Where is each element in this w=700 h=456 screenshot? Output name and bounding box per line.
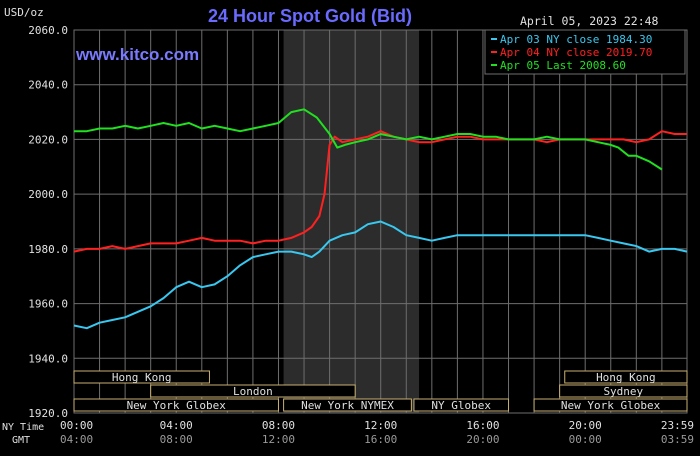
x-tick-label-gmt: 12:00 (262, 433, 295, 446)
chart-title: 24 Hour Spot Gold (Bid) (208, 6, 412, 26)
y-unit-label: USD/oz (4, 6, 44, 19)
gmt-row-label: GMT (12, 435, 30, 446)
x-tick-label-ny: 20:00 (569, 419, 602, 432)
x-tick-label-ny: 23:59 (661, 419, 694, 432)
date-time-stamp: April 05, 2023 22:48 (520, 14, 659, 28)
session-label: Hong Kong (112, 371, 172, 384)
x-tick-label-ny: 04:00 (160, 419, 193, 432)
y-tick-label: 1960.0 (28, 298, 68, 311)
y-tick-label: 1920.0 (28, 407, 68, 420)
x-tick-label-gmt: 08:00 (160, 433, 193, 446)
plot-frame (73, 29, 688, 414)
x-tick-label-gmt: 03:59 (661, 433, 694, 446)
session-bar (413, 398, 510, 412)
x-axis: 00:0004:0004:0008:0008:0012:0012:0016:00… (60, 419, 694, 446)
series-line-apr05 (74, 108, 663, 171)
session-bar (559, 384, 688, 398)
session-label: NY Globex (431, 399, 491, 412)
session-label: New York Globex (127, 399, 227, 412)
x-tick-label-gmt: 16:00 (364, 433, 397, 446)
session-label: Hong Kong (596, 371, 656, 384)
series-line-apr03 (73, 220, 688, 330)
x-tick-label-ny: 08:00 (262, 419, 295, 432)
y-tick-label: 1980.0 (28, 243, 68, 256)
x-tick-label-ny: 16:00 (466, 419, 499, 432)
legend-box (484, 29, 686, 75)
x-tick-label-gmt: 00:00 (569, 433, 602, 446)
y-tick-label: 2000.0 (28, 188, 68, 201)
y-tick-label: 2060.0 (28, 24, 68, 37)
session-bar (283, 398, 412, 412)
session-bar (150, 384, 356, 398)
legend-label-apr03: Apr 03 NY close 1984.30 (500, 33, 652, 46)
session-bar (73, 398, 279, 412)
session-bar (73, 370, 210, 384)
x-tick-label-ny: 00:00 (60, 419, 93, 432)
y-axis: 1920.0 1940.0 1960.0 1980.0 2000.0 2020.0 2040… (28, 24, 68, 420)
session-bar (533, 398, 688, 412)
nymex-session-highlight (283, 30, 420, 413)
kitco-watermark: www.kitco.com (75, 45, 199, 64)
ny-time-row-label: NY Time (2, 422, 44, 433)
session-bar (564, 370, 688, 384)
y-tick-label: 2040.0 (28, 79, 68, 92)
session-label: New York Globex (561, 399, 661, 412)
y-tick-label: 2020.0 (28, 133, 68, 146)
session-label: Sydney (603, 385, 643, 398)
legend: Apr 03 NY close 1984.30 Apr 04 NY close … (484, 29, 686, 75)
session-label: New York NYMEX (301, 399, 394, 412)
x-tick-label-gmt: 20:00 (466, 433, 499, 446)
session-label: London (233, 385, 273, 398)
x-tick-label-ny: 12:00 (364, 419, 397, 432)
legend-label-apr04: Apr 04 NY close 2019.70 (500, 46, 652, 59)
y-tick-label: 1940.0 (28, 352, 68, 365)
price-series (73, 108, 688, 330)
legend-label-apr05: Apr 05 Last 2008.60 (500, 59, 626, 72)
x-tick-label-gmt: 04:00 (60, 433, 93, 446)
